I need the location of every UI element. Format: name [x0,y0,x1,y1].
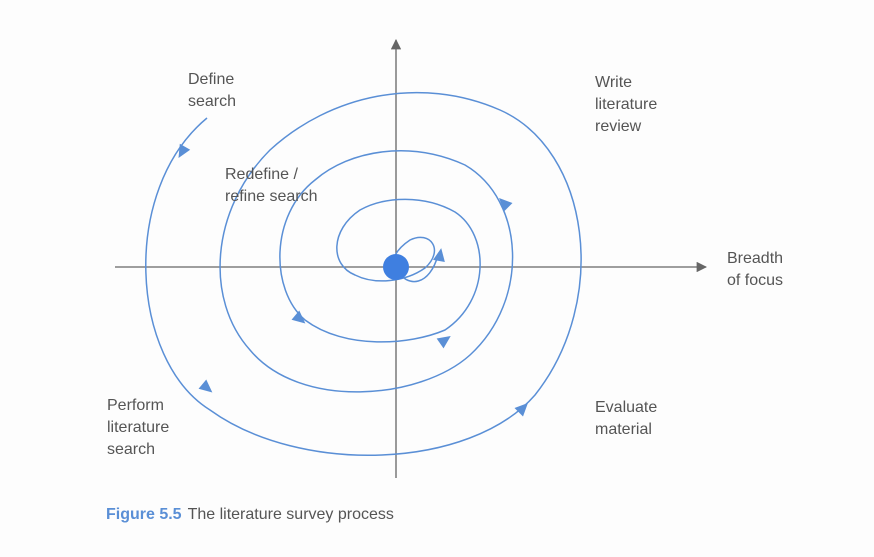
spiral-arrowhead [178,143,191,159]
figure-number: Figure 5.5 [106,506,182,523]
spiral-arrowhead [433,248,445,262]
label-perform-literature-search: Perform literature search [107,397,170,458]
label-breadth-of-focus: Breadth of focus [727,250,784,289]
label-redefine-search: Redefine / refine search [225,166,318,205]
spiral-arrowhead [291,310,306,324]
spiral-arrowhead [499,198,513,212]
spiral-path [145,91,582,456]
spiral-arrowhead [436,335,451,349]
figure-caption-text: The literature survey process [187,506,394,523]
figure-caption: Figure 5.5 The literature survey process [106,506,394,524]
spiral-arrowhead [514,403,528,417]
label-define-search: Define search [188,71,237,110]
label-write-literature-review: Write literature review [595,74,658,135]
center-dot [383,254,409,280]
spiral-arrowhead [198,379,213,393]
label-evaluate-material: Evaluate material [595,399,658,438]
